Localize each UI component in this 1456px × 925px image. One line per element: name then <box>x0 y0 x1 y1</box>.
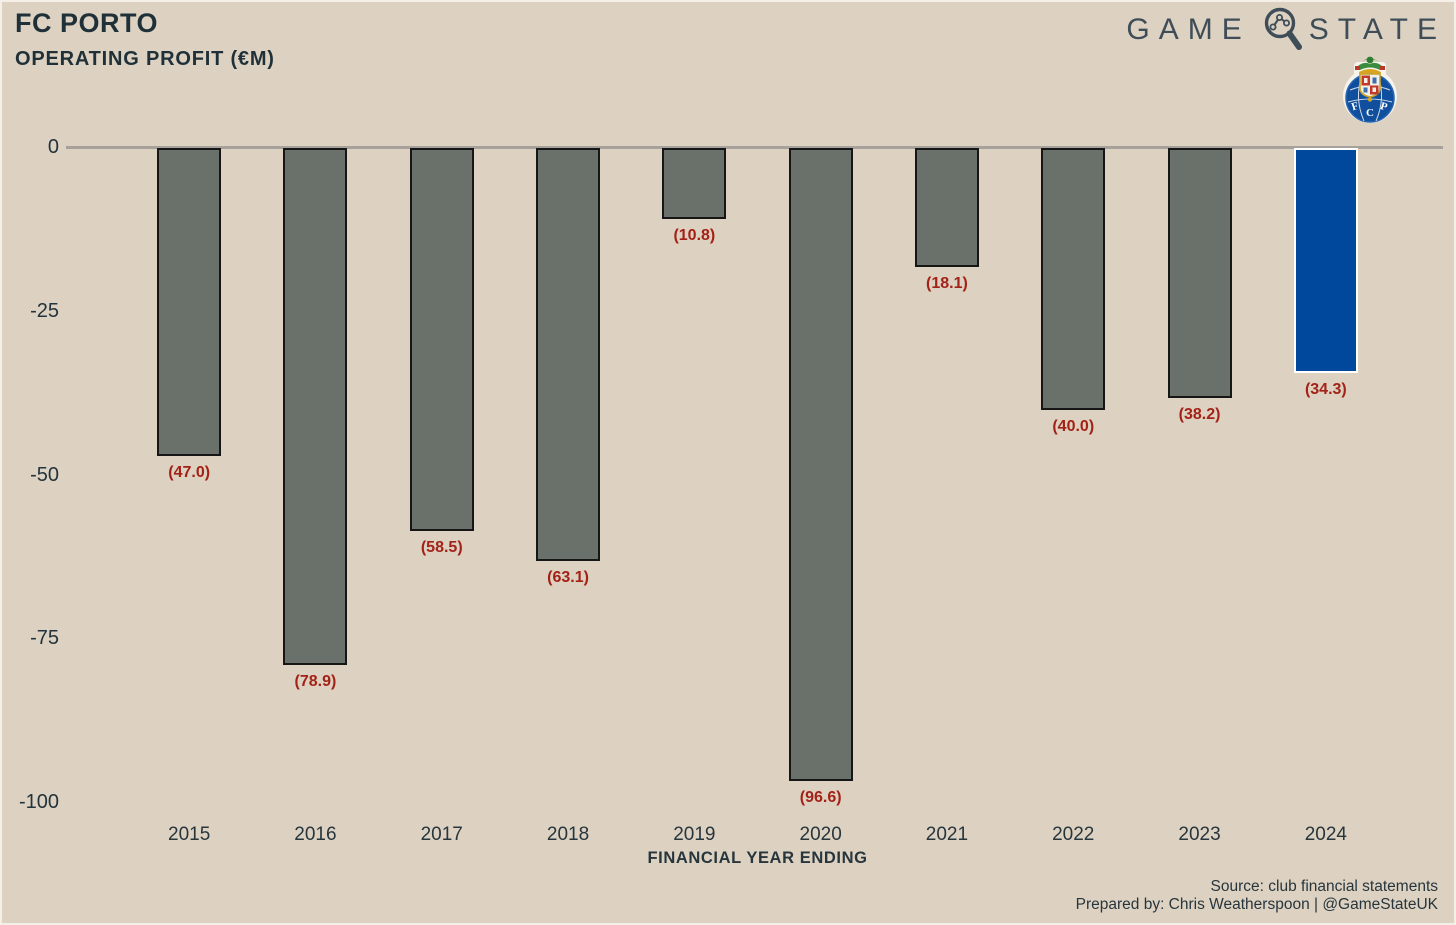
x-tick-label-2020: 2020 <box>799 824 842 845</box>
bar-value-label: (38.2) <box>1178 406 1221 424</box>
y-tick-label: -100 <box>18 791 59 813</box>
y-tick-label: 0 <box>47 136 59 158</box>
bar-2023 <box>1167 148 1232 399</box>
y-tick-label: -25 <box>30 299 59 322</box>
x-tick-label-2021: 2021 <box>925 824 969 845</box>
bar-value-label: (96.6) <box>799 788 842 806</box>
bar-2019 <box>662 148 727 219</box>
x-axis-title: FINANCIAL YEAR ENDING <box>647 849 868 867</box>
svg-text:C: C <box>1366 107 1374 119</box>
fc-porto-crest-icon: F C P <box>1340 54 1400 124</box>
bar-value-label: (18.1) <box>926 274 968 292</box>
x-tick-label-2022: 2022 <box>1052 824 1095 845</box>
svg-text:F: F <box>1350 100 1360 114</box>
bar-value-label: (78.9) <box>294 672 337 690</box>
gamestate-logo: GAME STATE <box>1126 6 1446 54</box>
x-tick-label-2019: 2019 <box>673 824 716 845</box>
bar-2022 <box>1041 148 1106 410</box>
bar-value-label: (58.5) <box>420 539 463 557</box>
x-tick-label-2024: 2024 <box>1304 824 1347 845</box>
y-tick-label: -50 <box>30 463 59 486</box>
bar-plot-area: (47.0) (78.9) (58.5) (63.1) (10.8) (96.6) (18.… <box>126 148 1389 806</box>
bar-2016 <box>283 148 348 665</box>
magnifier-chart-icon <box>1251 6 1309 54</box>
bar-2020 <box>788 148 853 781</box>
bar-2024 <box>1293 148 1358 373</box>
y-tick-label: -75 <box>30 627 59 650</box>
zero-axis-line <box>66 146 1443 149</box>
bar-2018 <box>536 148 601 562</box>
bar-value-label: (40.0) <box>1052 418 1095 435</box>
bar-2021 <box>914 148 979 267</box>
x-tick-label-2023: 2023 <box>1178 824 1221 845</box>
x-tick-label-2015: 2015 <box>168 824 211 845</box>
page-title: FC PORTO <box>15 8 159 38</box>
x-tick-label-2017: 2017 <box>420 824 463 845</box>
bar-value-label: (34.3) <box>1304 380 1347 398</box>
bar-2015 <box>157 148 222 456</box>
chart-subtitle: OPERATING PROFIT (€M) <box>15 48 275 70</box>
x-tick-label-2018: 2018 <box>546 824 590 845</box>
bar-value-label: (63.1) <box>547 569 589 587</box>
source-line: Source: club financial statements <box>1210 878 1438 895</box>
x-tick-label-2016: 2016 <box>294 824 337 845</box>
svg-text:P: P <box>1379 100 1389 114</box>
footer-credits: Source: club financial statements Prepar… <box>1076 878 1438 914</box>
brand-word-left: GAME <box>1126 13 1251 46</box>
prepared-line: Prepared by: Chris Weatherspoon | @GameS… <box>1075 896 1438 913</box>
bar-value-label: (47.0) <box>168 463 211 481</box>
bar-value-label: (10.8) <box>673 226 716 244</box>
brand-word-right: STATE <box>1308 13 1446 46</box>
bar-2017 <box>409 148 474 532</box>
